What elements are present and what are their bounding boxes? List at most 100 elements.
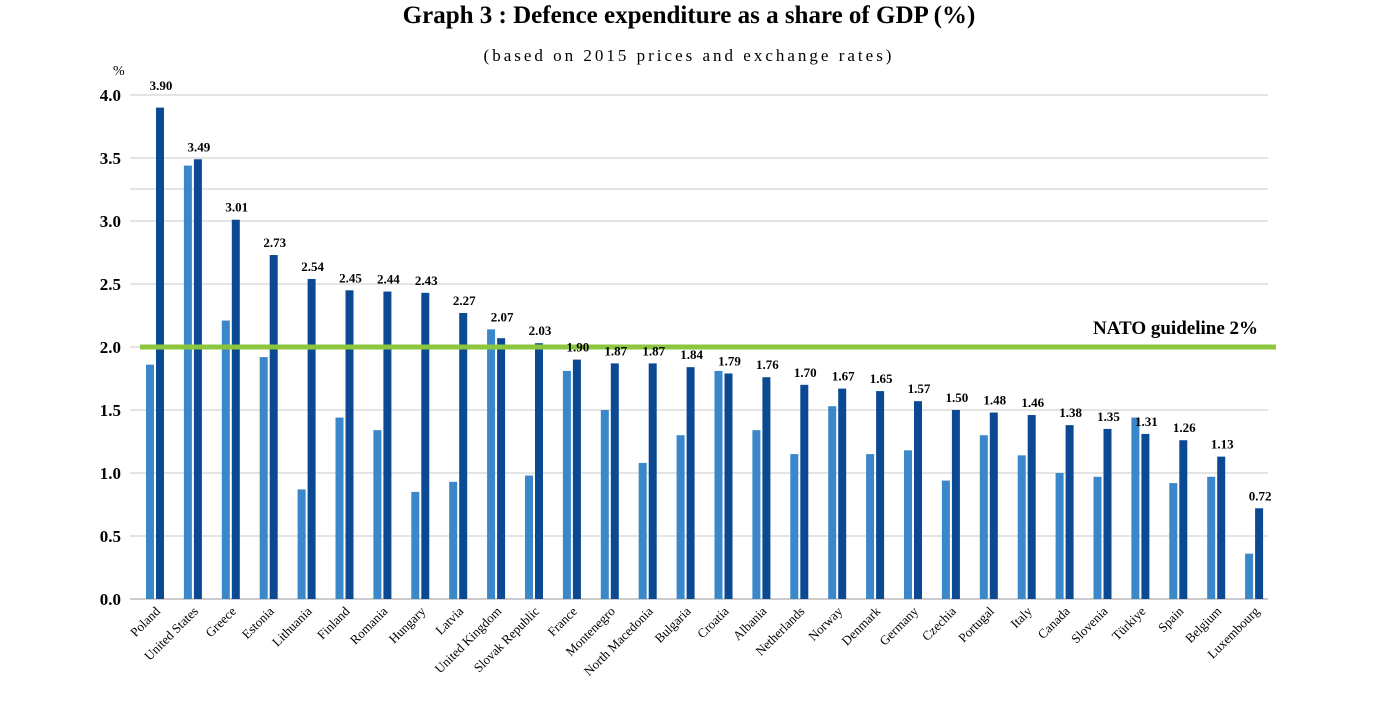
bar-series-2 <box>648 363 657 599</box>
data-label: 1.76 <box>756 357 779 372</box>
bar-series-2 <box>572 359 581 599</box>
data-label: 1.57 <box>908 381 931 396</box>
data-label: 2.44 <box>377 272 400 287</box>
category-label: Romania <box>347 603 391 647</box>
category-label: North Macedonia <box>581 603 656 678</box>
bars <box>146 107 1264 600</box>
data-label: 2.07 <box>491 309 514 324</box>
y-tick-label: 2.5 <box>100 275 121 294</box>
category-label: Latvia <box>432 603 466 637</box>
bar-series-1 <box>259 357 268 599</box>
data-label: 1.90 <box>567 340 590 355</box>
data-labels: 3.90 3.49 3.01 2.73 2.54 2.45 2.44 2.43 2.27 2.07… <box>150 78 1272 503</box>
category-label: Germany <box>876 603 921 648</box>
bar-series-2 <box>421 292 430 599</box>
y-tick-label: 2.0 <box>100 338 121 357</box>
bar-series-2 <box>1255 508 1264 599</box>
category-label: Spain <box>1155 603 1187 635</box>
y-tick-label: 1.5 <box>100 401 121 420</box>
bar-series-2 <box>800 384 809 599</box>
data-label: 3.90 <box>150 78 173 93</box>
category-label: Slovak Republic <box>470 603 542 675</box>
bar-series-1 <box>221 320 230 599</box>
bar-series-1 <box>1245 553 1254 599</box>
data-label: 1.35 <box>1097 409 1120 424</box>
data-label: 2.03 <box>529 323 552 338</box>
y-tick-label: 0.0 <box>100 590 121 609</box>
category-label: Poland <box>127 603 163 639</box>
bar-series-1 <box>411 491 420 599</box>
bar-series-2 <box>459 312 468 599</box>
bar-series-2 <box>269 255 278 599</box>
data-label: 1.87 <box>604 343 627 358</box>
bar-series-1 <box>146 364 154 599</box>
y-tick-label: 0.5 <box>100 527 121 546</box>
bar-series-2 <box>193 159 202 599</box>
bar-series-2 <box>1217 456 1226 599</box>
gridlines <box>130 94 1268 600</box>
bar-series-1 <box>183 165 192 599</box>
bar-series-1 <box>979 435 988 599</box>
bar-series-1 <box>828 406 837 599</box>
bar-series-2 <box>345 290 354 599</box>
bar-series-1 <box>1055 473 1064 599</box>
bar-series-2 <box>838 388 847 599</box>
data-label: 0.72 <box>1249 488 1272 503</box>
bar-series-1 <box>487 329 496 599</box>
bar-series-1 <box>335 417 344 599</box>
bar-series-1 <box>638 462 647 599</box>
bar-series-2 <box>1065 425 1074 599</box>
bar-series-2 <box>876 391 885 599</box>
y-axis-ticks: 0.0 0.5 1.0 1.5 2.0 2.5 3.0 3.5 4.0 <box>100 86 121 609</box>
bar-series-2 <box>989 412 998 599</box>
bar-series-1 <box>562 370 571 599</box>
category-label: Denmark <box>838 603 883 648</box>
chart-title: Graph 3 : Defence expenditure as a share… <box>402 2 976 29</box>
bar-series-1 <box>373 430 382 599</box>
bar-series-1 <box>525 475 533 599</box>
category-label: Hungary <box>386 603 429 646</box>
bar-series-1 <box>1169 483 1178 599</box>
bar-series-1 <box>1207 476 1216 599</box>
data-label: 1.38 <box>1059 405 1082 420</box>
bar-series-2 <box>1179 440 1188 599</box>
bar-series-1 <box>866 454 875 599</box>
category-label: Slovenia <box>1068 603 1111 646</box>
bar-series-2 <box>156 107 164 599</box>
data-label: 2.45 <box>339 270 362 285</box>
y-tick-label: 4.0 <box>100 86 121 105</box>
data-label: 1.65 <box>870 371 893 386</box>
category-label: France <box>544 603 580 639</box>
bar-series-1 <box>449 481 458 599</box>
data-label: 2.43 <box>415 273 438 288</box>
data-label: 1.31 <box>1135 414 1158 429</box>
category-label: Bulgaria <box>651 603 693 645</box>
bar-series-1 <box>790 454 799 599</box>
data-label: 1.87 <box>642 343 665 358</box>
category-label: Greece <box>202 603 239 640</box>
y-tick-label: 3.0 <box>100 212 121 231</box>
category-label: Türkiye <box>1109 603 1149 643</box>
bar-series-1 <box>1017 455 1026 599</box>
data-label: 3.01 <box>225 200 248 215</box>
bar-series-2 <box>686 367 695 599</box>
bar-series-1 <box>297 489 306 599</box>
y-axis-unit-label: % <box>113 64 125 79</box>
data-label: 1.46 <box>1021 395 1044 410</box>
bar-series-1 <box>714 370 723 599</box>
data-label: 1.67 <box>832 369 855 384</box>
chart-subtitle: (based on 2015 prices and exchange rates… <box>483 46 895 65</box>
bar-series-2 <box>724 373 733 599</box>
bar-series-2 <box>951 410 960 599</box>
bar-series-2 <box>307 278 316 599</box>
bar-series-2 <box>383 291 392 599</box>
bar-series-2 <box>914 401 922 599</box>
y-tick-label: 1.0 <box>100 464 121 483</box>
category-label: Lithuania <box>269 603 315 649</box>
data-label: 2.73 <box>263 235 286 250</box>
y-tick-label: 3.5 <box>100 149 121 168</box>
bar-series-1 <box>676 435 685 599</box>
data-label: 1.13 <box>1211 437 1234 452</box>
